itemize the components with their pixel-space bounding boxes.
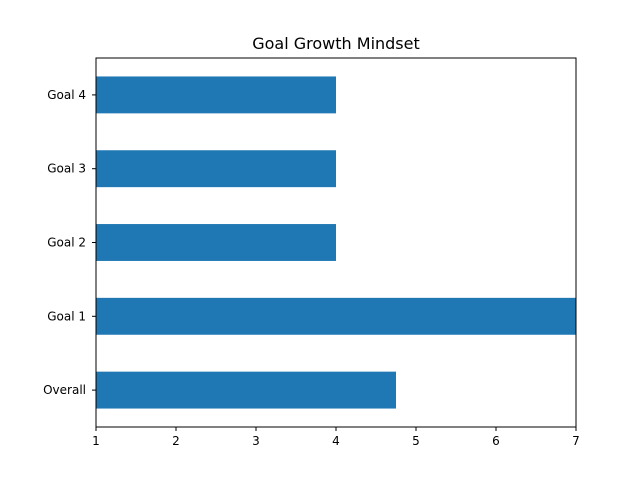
x-tick-label-2: 2: [172, 434, 180, 448]
x-tick-label-4: 4: [332, 434, 340, 448]
y-tick-label-overall: Overall: [43, 383, 86, 397]
y-axis-ticks: Overall Goal 1 Goal 2 Goal 3 Goal 4: [43, 88, 96, 397]
x-tick-label-1: 1: [92, 434, 100, 448]
y-tick-label-goal-2: Goal 2: [47, 236, 86, 250]
bars-group: [96, 76, 576, 409]
bar-overall: [96, 371, 396, 409]
x-axis-ticks: 1 2 3 4 5 6 7: [92, 427, 580, 448]
bar-goal-4: [96, 76, 336, 114]
y-tick-label-goal-1: Goal 1: [47, 309, 86, 323]
x-tick-label-5: 5: [412, 434, 420, 448]
x-tick-label-7: 7: [572, 434, 580, 448]
bar-goal-3: [96, 150, 336, 188]
plot-area-frame: [95, 57, 577, 428]
y-tick-label-goal-4: Goal 4: [47, 88, 86, 102]
x-tick-label-3: 3: [252, 434, 260, 448]
bar-goal-2: [96, 224, 336, 261]
y-tick-label-goal-3: Goal 3: [47, 162, 86, 176]
x-tick-label-6: 6: [492, 434, 500, 448]
chart-title: Goal Growth Mindset: [252, 34, 420, 53]
bar-goal-1: [96, 297, 576, 335]
